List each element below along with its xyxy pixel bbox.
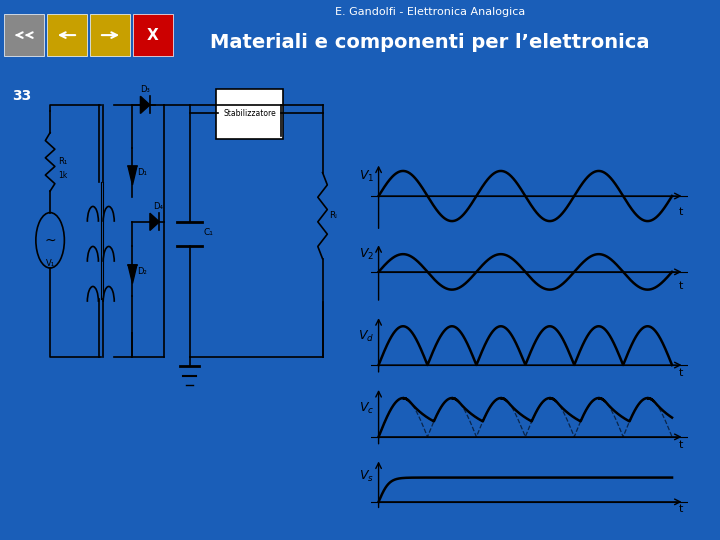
Text: X: X [147, 28, 159, 43]
Polygon shape [150, 213, 159, 231]
Text: D₄: D₄ [153, 202, 163, 211]
Text: t: t [679, 368, 683, 378]
Text: $V_s$: $V_s$ [359, 469, 374, 484]
FancyBboxPatch shape [4, 14, 44, 56]
Text: V₁: V₁ [45, 259, 55, 268]
Text: E. Gandolfi - Elettronica Analogica: E. Gandolfi - Elettronica Analogica [335, 7, 525, 17]
Text: D₂: D₂ [138, 267, 147, 275]
Text: D₁: D₁ [138, 168, 147, 177]
FancyBboxPatch shape [217, 90, 283, 139]
Polygon shape [140, 96, 150, 113]
Text: 33: 33 [12, 89, 31, 103]
Text: ~: ~ [45, 233, 56, 247]
FancyBboxPatch shape [133, 14, 173, 56]
Polygon shape [128, 166, 137, 185]
FancyBboxPatch shape [47, 14, 87, 56]
Text: C₁: C₁ [204, 228, 214, 238]
Text: t: t [679, 281, 683, 291]
Text: $V_c$: $V_c$ [359, 401, 374, 416]
Text: Rₗ: Rₗ [329, 211, 337, 220]
Text: t: t [679, 206, 683, 217]
FancyBboxPatch shape [90, 14, 130, 56]
Text: Materiali e componenti per l’elettronica: Materiali e componenti per l’elettronica [210, 32, 649, 52]
Text: t: t [679, 440, 683, 450]
Text: D₃: D₃ [140, 85, 149, 94]
Text: 1k: 1k [58, 171, 67, 180]
Polygon shape [128, 265, 137, 284]
Text: $V_d$: $V_d$ [358, 329, 374, 344]
Text: R₁: R₁ [58, 157, 67, 166]
Text: $V_1$: $V_1$ [359, 169, 374, 184]
Text: $V_2$: $V_2$ [359, 247, 374, 262]
Text: t: t [679, 504, 683, 515]
Text: Stabilizzatore: Stabilizzatore [223, 109, 276, 118]
